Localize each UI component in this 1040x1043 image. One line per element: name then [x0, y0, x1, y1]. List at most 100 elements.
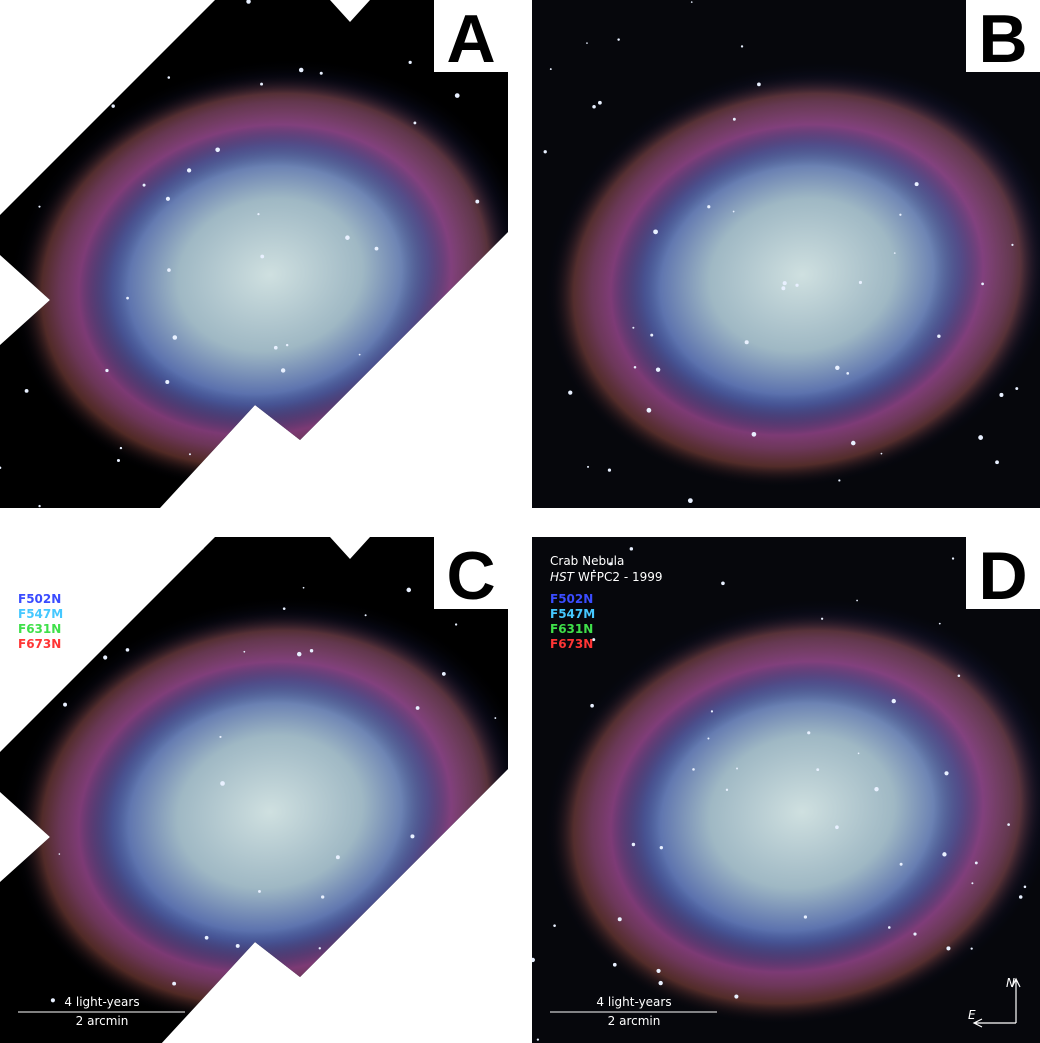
star [459, 385, 463, 388]
star [914, 182, 919, 187]
star [970, 947, 973, 950]
star [260, 82, 263, 86]
star [58, 853, 61, 855]
star [617, 38, 620, 41]
filter-name: F631N [18, 622, 61, 636]
star [223, 976, 227, 980]
star [406, 587, 412, 593]
star [63, 702, 67, 707]
star [880, 452, 883, 455]
star [372, 1018, 378, 1023]
star [629, 547, 634, 551]
star [103, 655, 108, 660]
star [858, 280, 863, 285]
filaments [548, 609, 1040, 1025]
star [658, 980, 663, 986]
star [483, 812, 487, 816]
compass-n: N [1006, 976, 1015, 990]
star [302, 586, 305, 589]
star [318, 947, 321, 950]
compass-e: E [968, 1008, 976, 1022]
star [125, 648, 130, 652]
star [219, 735, 222, 739]
star [633, 365, 637, 369]
compass-e: E [436, 1008, 444, 1022]
star [942, 852, 947, 857]
star [119, 446, 123, 450]
star [740, 45, 744, 48]
star [838, 479, 841, 482]
star [593, 569, 595, 572]
star [732, 210, 735, 213]
star [820, 617, 824, 620]
star [436, 320, 441, 325]
star [475, 199, 480, 204]
compass [972, 977, 1021, 1028]
star [857, 752, 860, 755]
star [273, 345, 278, 350]
star [586, 42, 588, 44]
star [543, 150, 547, 154]
star [734, 994, 739, 999]
filter-name: F673N [18, 637, 61, 651]
star [978, 435, 984, 440]
caption-instrument: HST WFC3/UVIS - 2024 [18, 570, 155, 584]
star [298, 67, 304, 73]
caption-title: Crab Nebula M1 [18, 554, 114, 568]
star [744, 340, 749, 345]
star [944, 771, 949, 776]
star [549, 68, 552, 70]
panel-label: B [978, 1, 1027, 77]
star [460, 970, 463, 973]
star [364, 614, 367, 617]
star [974, 861, 978, 865]
filaments [548, 72, 1040, 488]
scale-bottom: 2 arcmin [608, 1014, 661, 1028]
star [392, 890, 397, 895]
star [126, 296, 129, 300]
star [732, 117, 736, 121]
star [803, 915, 808, 919]
star [24, 388, 29, 393]
star [781, 286, 786, 291]
star [807, 731, 811, 735]
star [454, 93, 460, 98]
star [757, 82, 761, 87]
star [707, 205, 711, 209]
star [38, 205, 41, 208]
star [938, 622, 941, 625]
star [568, 390, 573, 395]
star [946, 946, 951, 951]
image [0, 0, 508, 508]
star [415, 706, 420, 710]
star [721, 581, 725, 586]
compass-n: N [474, 976, 483, 990]
star [258, 889, 261, 893]
star [632, 326, 635, 329]
star [957, 674, 961, 678]
star [38, 504, 41, 508]
star [631, 842, 636, 847]
star [374, 246, 379, 251]
star [252, 951, 256, 955]
filter-name: F502N [18, 592, 61, 606]
star [280, 368, 286, 373]
star [655, 367, 661, 372]
star [322, 467, 325, 470]
star [590, 703, 594, 708]
star [835, 365, 840, 371]
image [532, 0, 1040, 508]
star [598, 100, 602, 105]
star [607, 468, 612, 472]
panel-label: C [446, 538, 495, 614]
scale-top: 4 light-years [596, 995, 671, 1009]
star [899, 862, 903, 866]
panel: A [0, 0, 508, 508]
label-box [966, 537, 1040, 609]
star [480, 890, 483, 893]
star [981, 282, 984, 286]
star [835, 825, 839, 830]
star [725, 788, 729, 792]
star [612, 962, 617, 967]
star [215, 147, 220, 153]
